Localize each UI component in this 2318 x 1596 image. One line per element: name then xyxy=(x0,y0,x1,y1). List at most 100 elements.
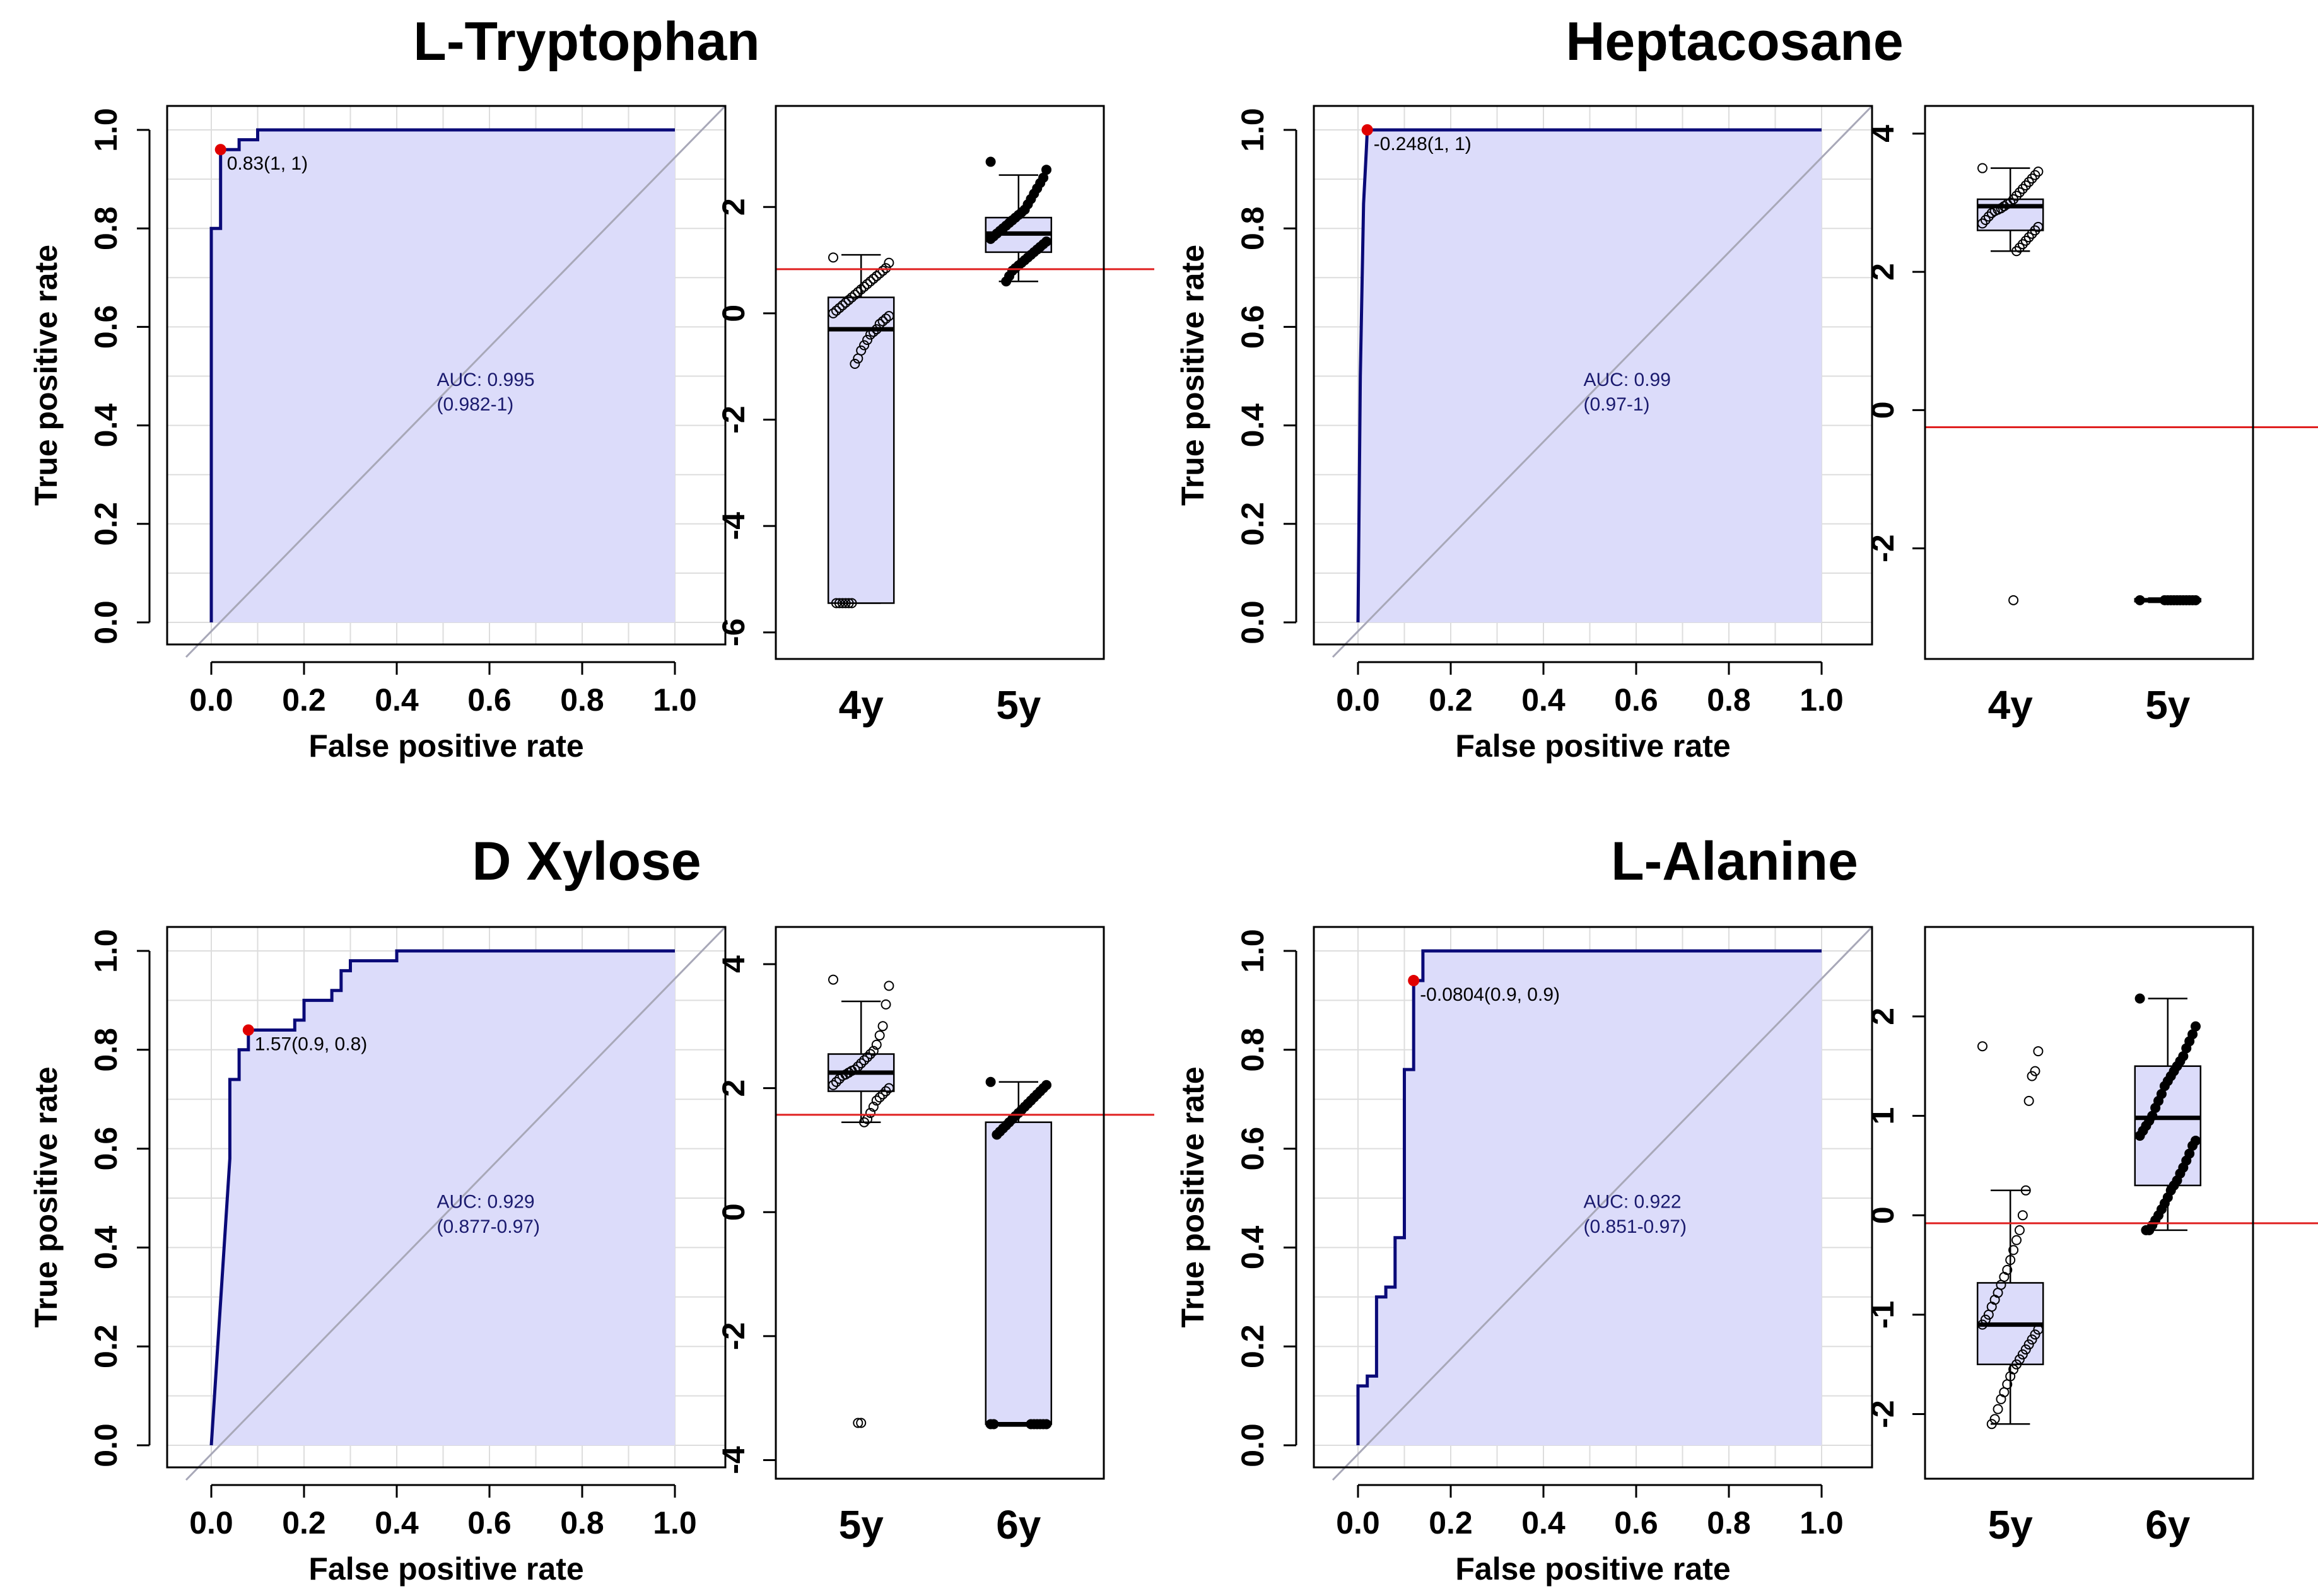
data-point xyxy=(2020,1185,2031,1196)
y-axis-title: True positive rate xyxy=(1175,245,1210,506)
data-point xyxy=(865,276,875,287)
data-point xyxy=(828,308,838,318)
data-point xyxy=(850,289,860,300)
x-axis-title: False positive rate xyxy=(308,1551,583,1587)
data-point xyxy=(865,1107,875,1118)
roc-y-axis: 0.0 0.2 0.4 0.6 0.8 1.0 True positive rate xyxy=(28,929,151,1467)
category-label: 5y xyxy=(1988,1502,2034,1547)
data-point xyxy=(868,327,879,337)
chance-diagonal xyxy=(185,105,727,658)
box-group-4y xyxy=(1976,163,2044,605)
y-tick-label: 1.0 xyxy=(1235,929,1270,973)
auc-ci: (0.877-0.97) xyxy=(437,1216,540,1237)
y-tick-label: 2 xyxy=(1865,263,1900,281)
box-group-6y xyxy=(2134,993,2202,1235)
roc-x-axis: 0.0 0.2 0.4 0.6 0.8 1.0 False positive rate xyxy=(189,1484,697,1587)
data-point xyxy=(881,313,891,324)
data-point xyxy=(828,252,838,263)
data-point xyxy=(868,1046,879,1056)
panel-2: Heptacosane -0.248(1, 1) AUC: 0.99 (0.97-1)… xyxy=(1175,11,2318,764)
y-tick-label: 0.2 xyxy=(1235,1324,1270,1368)
chance-diagonal xyxy=(1332,105,1873,658)
data-point xyxy=(837,598,848,609)
data-point xyxy=(2020,235,2031,246)
data-point xyxy=(2030,1329,2040,1340)
data-point xyxy=(1977,1041,1987,1052)
data-point xyxy=(2023,177,2034,187)
data-point xyxy=(868,1102,879,1112)
data-point xyxy=(2134,993,2145,1004)
y-tick-label: 4 xyxy=(716,955,751,973)
panel-3: D Xylose 1.57(0.9, 0.8) AUC: 0.929 (0.877-0… xyxy=(28,831,1154,1587)
data-point xyxy=(856,1418,867,1428)
x-tick-label: 0.2 xyxy=(1429,682,1473,718)
data-point xyxy=(2033,1324,2044,1335)
data-point xyxy=(871,1095,882,1106)
data-point xyxy=(2027,173,2037,184)
data-point xyxy=(2017,239,2028,250)
category-label: 6y xyxy=(996,1502,1041,1547)
data-point xyxy=(2017,183,2028,194)
data-point xyxy=(1001,276,1012,287)
panel-title: L-Alanine xyxy=(1611,831,1858,892)
y-tick-label: 0.4 xyxy=(1235,404,1270,448)
roc-frame xyxy=(1313,105,1873,646)
y-tick-label: 0.4 xyxy=(1235,1225,1270,1269)
category-label: 5y xyxy=(996,682,1041,728)
y-tick-label: 0.6 xyxy=(88,305,124,349)
y-tick-label: 0.6 xyxy=(1235,305,1270,349)
x-tick-label: 0.0 xyxy=(1336,1505,1380,1541)
auc-area xyxy=(211,951,675,1445)
box-y-axis: -4 -2 0 2 4 xyxy=(716,955,776,1474)
data-point xyxy=(2017,1210,2028,1221)
y-tick-label: -6 xyxy=(716,619,751,646)
data-point xyxy=(2014,187,2025,198)
x-tick-label: 0.4 xyxy=(1521,1505,1566,1541)
data-point xyxy=(1026,1419,1036,1430)
data-point xyxy=(877,1021,888,1032)
data-point xyxy=(831,598,841,609)
x-tick-label: 0.8 xyxy=(560,1505,604,1541)
data-point xyxy=(2005,1255,2016,1266)
data-point xyxy=(2159,595,2170,605)
data-point xyxy=(831,305,841,316)
roc-plot: 0.83(1, 1)AUC: 0.995(0.982-1)0.0 0.2 0.4 0.… xyxy=(28,105,727,764)
x-tick-label: 0.2 xyxy=(1429,1505,1473,1541)
y-tick-label: 0.6 xyxy=(1235,1127,1270,1171)
roc-x-axis: 0.0 0.2 0.4 0.6 0.8 1.0 False positive rate xyxy=(1336,661,1844,764)
box-group-5y xyxy=(985,156,1053,287)
roc-frame xyxy=(166,926,727,1469)
data-point xyxy=(2030,225,2040,236)
box-group-5y xyxy=(827,974,895,1428)
data-point xyxy=(1977,163,1987,173)
roc-plot: -0.0804(0.9, 0.9) AUC: 0.922 (0.851-0.97) 0… xyxy=(1175,926,1873,1587)
x-tick-label: 0.8 xyxy=(1707,682,1751,718)
box-y-axis: -2 0 2 4 xyxy=(1865,125,1925,562)
data-point xyxy=(1983,211,1994,222)
data-point xyxy=(2014,242,2025,253)
data-point xyxy=(2030,1066,2040,1076)
data-point xyxy=(1993,1404,2003,1414)
data-point xyxy=(2023,232,2034,243)
y-tick-label: 1 xyxy=(1865,1107,1900,1125)
x-tick-label: 0.0 xyxy=(189,1505,233,1541)
data-point xyxy=(840,298,851,308)
roc-curve xyxy=(1356,128,1822,623)
y-tick-label: 4 xyxy=(1865,125,1900,143)
x-tick-label: 0.6 xyxy=(467,1505,512,1541)
auc-ci: (0.982-1) xyxy=(437,394,514,415)
x-tick-label: 0.8 xyxy=(560,682,604,718)
roc-y-axis: 0.0 0.2 0.4 0.6 0.8 1.0 True positive rate xyxy=(1175,929,1297,1467)
best-threshold-label: 1.57(0.9, 0.8) xyxy=(255,1034,367,1054)
data-point xyxy=(2014,1354,2025,1365)
roc-x-axis: 0.0 0.2 0.4 0.6 0.8 1.0 False positive rate xyxy=(1336,1484,1844,1587)
y-tick-label: 1.0 xyxy=(1235,108,1270,152)
data-point xyxy=(2027,1071,2037,1081)
best-threshold-point xyxy=(1408,975,1420,987)
panel-1: L-Tryptophan 0.83(1, 1) AUC: 0.995 (0.982-1… xyxy=(28,11,1154,764)
data-point xyxy=(884,1083,894,1093)
data-point xyxy=(2030,170,2040,180)
box-group-6y xyxy=(985,1076,1053,1430)
y-tick-label: 0.0 xyxy=(1235,1423,1270,1467)
auc-value: AUC: 0.922 xyxy=(1584,1192,1682,1213)
